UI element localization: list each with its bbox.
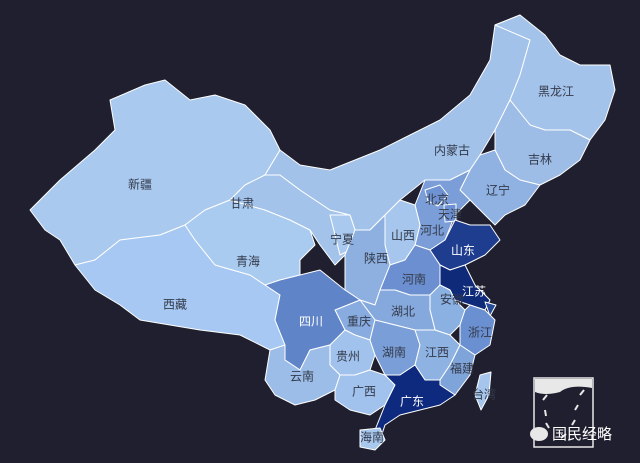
province-region[interactable] <box>264 344 341 406</box>
province-region[interactable] <box>374 364 456 441</box>
province-label: 青海 <box>236 254 260 269</box>
province-label: 四川 <box>299 315 323 329</box>
province-region[interactable] <box>494 14 616 141</box>
province-label: 云南 <box>290 369 314 384</box>
wechat-icon <box>530 427 548 441</box>
watermark-text: 国民经略 <box>552 425 613 443</box>
province-label: 重庆 <box>347 315 371 329</box>
province-label: 江苏 <box>462 285 486 299</box>
province-label: 广东 <box>400 395 424 409</box>
province-label: 福建 <box>450 361 474 376</box>
province-label: 西藏 <box>163 298 187 312</box>
nine-dash-line-segment <box>571 419 576 426</box>
province-region[interactable] <box>484 301 497 317</box>
province-label: 陕西 <box>364 251 388 266</box>
nine-dash-line-segment <box>574 404 579 411</box>
nine-dash-line-segment <box>545 422 550 429</box>
province-label: 甘肃 <box>230 197 254 211</box>
south-china-sea-inset <box>533 377 594 448</box>
nine-dash-line-segment <box>579 389 585 396</box>
nine-dash-line-segment <box>542 394 548 401</box>
province-label: 安徽 <box>440 292 464 307</box>
province-region[interactable] <box>359 427 386 451</box>
inset-coastline <box>535 379 592 394</box>
province-label: 吉林 <box>528 153 552 167</box>
province-region[interactable] <box>424 184 449 207</box>
province-label: 北京 <box>425 193 449 207</box>
province-label: 山东 <box>451 244 475 258</box>
province-label: 贵州 <box>336 350 360 364</box>
province-label: 江西 <box>425 346 449 360</box>
province-region[interactable] <box>459 304 496 356</box>
province-label: 台湾 <box>472 387 496 402</box>
province-label: 浙江 <box>468 326 492 340</box>
province-label: 黑龙江 <box>538 85 574 99</box>
province-label: 河南 <box>402 272 426 287</box>
province-label: 宁夏 <box>330 232 354 247</box>
province-region[interactable] <box>474 371 492 411</box>
province-label: 湖南 <box>382 345 406 360</box>
province-label: 湖北 <box>391 304 415 319</box>
province-label: 新疆 <box>128 177 152 192</box>
province-label: 山西 <box>391 229 415 243</box>
nine-dash-line-segment <box>560 433 567 439</box>
province-label: 辽宁 <box>486 183 510 198</box>
province-label: 内蒙古 <box>434 143 470 158</box>
nine-dash-line-segment <box>544 409 547 417</box>
province-label: 广西 <box>352 385 376 399</box>
province-label: 天津 <box>438 208 462 222</box>
province-label: 海南 <box>360 430 384 445</box>
province-label: 河北 <box>420 224 444 238</box>
watermark: 国民经略 <box>530 424 612 444</box>
